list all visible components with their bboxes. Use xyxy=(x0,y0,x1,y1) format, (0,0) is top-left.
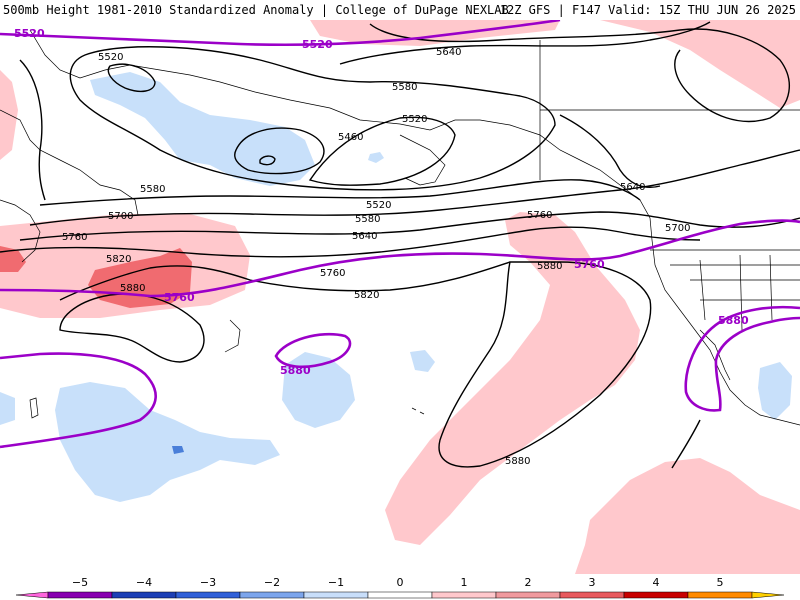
contour-label: 5520 xyxy=(98,52,123,63)
negative-anomaly-region xyxy=(758,362,792,420)
positive-anomaly-region xyxy=(0,70,18,160)
legend-tick-label: −3 xyxy=(200,576,216,589)
negative-anomaly-region xyxy=(0,392,15,425)
contour-label-highlight: 5880 xyxy=(280,364,311,377)
negative-anomaly-region xyxy=(410,350,435,372)
contour-5760 xyxy=(0,219,800,298)
legend-color-swatch xyxy=(495,591,561,599)
contour-line xyxy=(107,63,156,93)
contour-line xyxy=(19,59,46,201)
contour-line xyxy=(234,127,325,175)
contour-line xyxy=(308,116,456,186)
contour-line xyxy=(39,179,641,206)
negative-anomaly-region xyxy=(282,352,355,428)
legend-arrow-high xyxy=(751,591,785,599)
contour-label: 5880 xyxy=(537,261,562,272)
height-contours xyxy=(0,21,800,469)
contour-label: 5580 xyxy=(392,82,417,93)
negative-anomaly-region xyxy=(55,382,280,502)
legend-color-swatch xyxy=(559,591,625,599)
contour-line xyxy=(438,261,652,468)
color-scale-legend: −5 −4 −3 −2 −1 0 1 2 3 4 5 xyxy=(0,574,800,600)
contour-line xyxy=(0,226,701,258)
legend-tick-label: 0 xyxy=(397,576,404,589)
contour-line xyxy=(59,293,205,363)
contour-label: 5640 xyxy=(436,47,461,58)
contour-label-highlight: 5760 xyxy=(164,291,195,304)
anomaly-shading xyxy=(0,20,800,574)
contour-label-highlight: 5520 xyxy=(302,38,333,51)
map-title: 500mb Height 1981-2010 Standardized Anom… xyxy=(3,3,509,17)
legend-color-swatch xyxy=(111,591,177,599)
positive-anomaly-region xyxy=(385,212,640,545)
contour-5520 xyxy=(0,20,561,47)
legend-color-swatch xyxy=(303,591,369,599)
contour-label: 5880 xyxy=(505,456,530,467)
contour-label: 5640 xyxy=(620,182,645,193)
legend-tick-label: 2 xyxy=(525,576,532,589)
strong-negative-anomaly-region xyxy=(172,446,184,454)
contour-label: 5760 xyxy=(62,232,87,243)
legend-color-swatch xyxy=(47,591,113,599)
contour-5880 xyxy=(0,352,157,449)
contour-5880 xyxy=(684,305,800,412)
contour-label: 5520 xyxy=(366,200,391,211)
legend-color-swatch xyxy=(687,591,753,599)
legend-color-swatch xyxy=(623,591,689,599)
reference-contours xyxy=(0,20,800,449)
map-canvas: 5520 5640 5580 5520 5460 5580 5520 5640 … xyxy=(0,20,800,574)
header: 500mb Height 1981-2010 Standardized Anom… xyxy=(0,0,800,20)
contour-label: 5580 xyxy=(140,184,165,195)
positive-anomaly-region xyxy=(575,458,800,574)
contour-label: 5820 xyxy=(354,290,379,301)
legend-tick-label: 5 xyxy=(717,576,724,589)
legend-tick-label: −5 xyxy=(72,576,88,589)
legend-color-swatch xyxy=(239,591,305,599)
legend-tick-label: −1 xyxy=(328,576,344,589)
contour-label: 5700 xyxy=(665,223,690,234)
legend-tick-label: 4 xyxy=(653,576,660,589)
model-run-info: 12Z GFS | F147 Valid: 15Z THU JUN 26 202… xyxy=(499,3,796,17)
legend-color-swatch xyxy=(175,591,241,599)
contour-label: 5760 xyxy=(320,268,345,279)
contour-line xyxy=(69,46,556,191)
contour-label-highlight: 5520 xyxy=(14,27,45,40)
contour-5880 xyxy=(274,332,352,369)
legend-tick-label: 1 xyxy=(461,576,468,589)
contour-line xyxy=(29,149,800,226)
legend-tick-label: −4 xyxy=(136,576,152,589)
contour-line xyxy=(19,211,800,241)
strong-positive-anomaly-region xyxy=(0,246,26,272)
contour-line xyxy=(671,419,701,469)
contour-label: 5460 xyxy=(338,132,363,143)
legend-color-swatch xyxy=(431,591,497,599)
contour-line xyxy=(339,21,711,65)
positive-anomaly-region xyxy=(600,20,800,108)
contour-line xyxy=(369,23,790,123)
contour-label-highlight: 5760 xyxy=(574,258,605,271)
contour-label: 5820 xyxy=(106,254,131,265)
legend-color-swatch xyxy=(367,591,433,599)
contour-label: 5640 xyxy=(352,231,377,242)
contour-line xyxy=(259,155,276,166)
coastlines xyxy=(0,29,800,426)
contour-label: 5520 xyxy=(402,114,427,125)
contour-label: 5880 xyxy=(120,283,145,294)
legend-tick-label: −2 xyxy=(264,576,280,589)
negative-anomaly-region xyxy=(368,152,384,163)
contour-label: 5580 xyxy=(355,214,380,225)
contour-label: 5760 xyxy=(527,210,552,221)
negative-anomaly-region xyxy=(90,72,315,186)
contour-labels: 5520 5640 5580 5520 5460 5580 5520 5640 … xyxy=(14,27,749,467)
legend-arrow-low xyxy=(15,591,49,599)
legend-tick-label: 3 xyxy=(589,576,596,589)
contour-label-highlight: 5880 xyxy=(718,314,749,327)
contour-label: 5700 xyxy=(108,211,133,222)
